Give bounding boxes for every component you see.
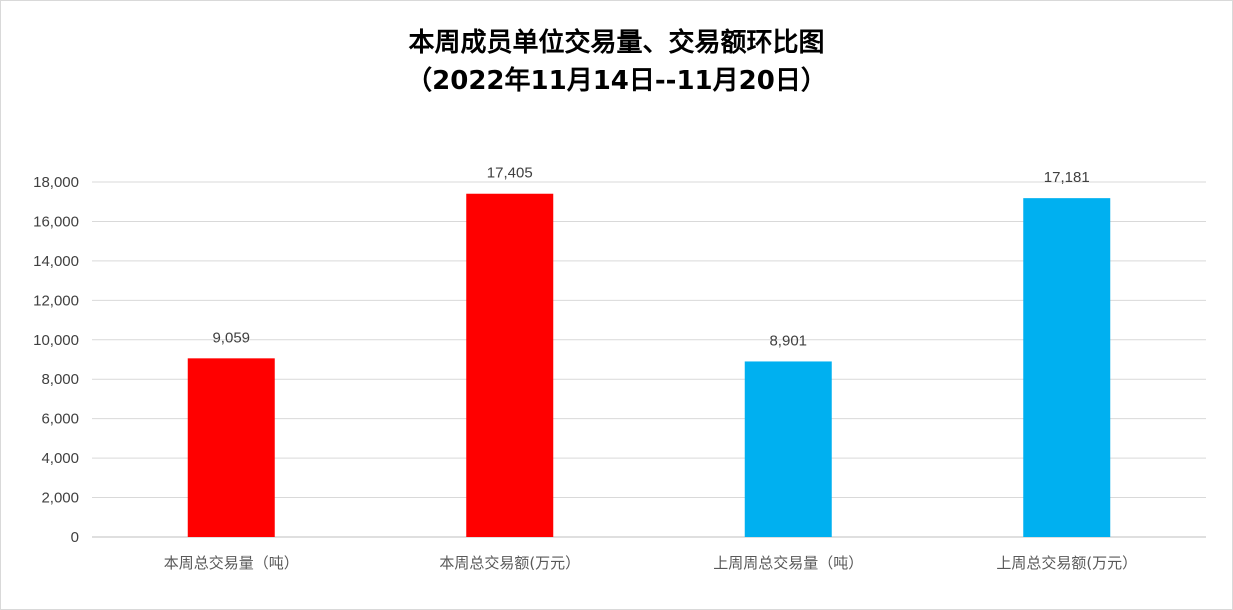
y-tick-label: 10,000 xyxy=(33,332,79,349)
y-tick-label: 6,000 xyxy=(41,411,79,428)
data-label: 17,405 xyxy=(487,165,533,182)
bar xyxy=(466,193,554,537)
data-label: 8,901 xyxy=(769,332,807,349)
y-tick-label: 16,000 xyxy=(33,213,79,230)
bar xyxy=(187,358,275,537)
x-tick-label: 本周总交易量（吨） xyxy=(164,554,299,572)
chart-subtitle: （2022年11月14日--11月20日） xyxy=(406,66,827,96)
y-tick-label: 4,000 xyxy=(41,450,79,467)
y-tick-label: 12,000 xyxy=(33,292,79,309)
y-tick-label: 18,000 xyxy=(33,174,79,191)
y-tick-label: 8,000 xyxy=(41,371,79,388)
x-tick-label: 本周总交易额(万元） xyxy=(439,554,580,572)
y-axis: 0 2,000 4,000 6,000 8,000 10,000 12,000 14,000 1… xyxy=(33,174,79,546)
chart-title: 本周成员单位交易量、交易额环比图 xyxy=(408,28,825,58)
y-tick-label: 0 xyxy=(71,529,79,546)
x-tick-label: 上周总交易额(万元） xyxy=(996,554,1137,572)
x-tick-label: 上周周总交易量（吨） xyxy=(713,554,863,572)
bars: 9,059 17,405 8,901 17,181 xyxy=(187,165,1111,537)
data-label: 17,181 xyxy=(1044,169,1090,186)
y-tick-label: 2,000 xyxy=(41,490,79,507)
data-label: 9,059 xyxy=(212,329,250,346)
y-tick-label: 14,000 xyxy=(33,253,79,270)
bar xyxy=(744,361,832,537)
bar xyxy=(1023,198,1111,537)
gridlines xyxy=(92,181,1206,538)
x-axis: 本周总交易量（吨） 本周总交易额(万元） 上周周总交易量（吨） 上周总交易额(万元） xyxy=(164,554,1137,572)
